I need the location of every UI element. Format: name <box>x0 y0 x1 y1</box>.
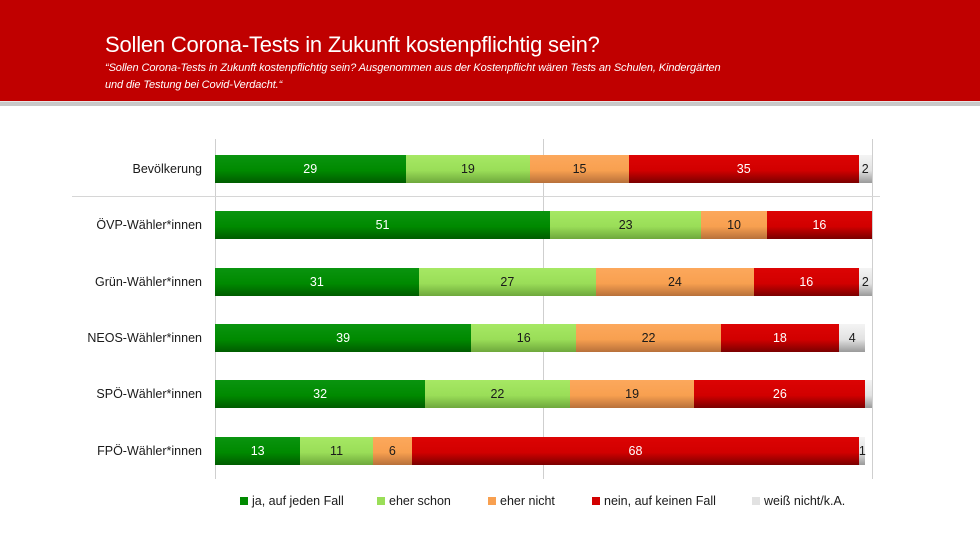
header-banner: Sollen Corona-Tests in Zukunft kostenpfl… <box>0 0 980 101</box>
bar-segment: 27 <box>418 268 597 296</box>
legend-item-weiss-nicht: weiß nicht/k.A. <box>752 492 845 510</box>
segment-value-label: 23 <box>618 218 633 232</box>
segment-value-label: 27 <box>500 275 515 289</box>
segment-value-label: 15 <box>572 162 587 176</box>
bar-segment: 15 <box>530 155 629 183</box>
bar-segment: 39 <box>215 324 472 352</box>
legend-label: nein, auf keinen Fall <box>604 494 716 508</box>
segment-value-label: 39 <box>336 331 351 345</box>
legend-item-eher-schon: eher schon <box>377 492 451 510</box>
bar-segment: 22 <box>425 380 570 408</box>
bar-segment <box>865 380 872 408</box>
segment-value-label: 19 <box>625 387 640 401</box>
legend-swatch-icon <box>592 497 600 505</box>
bar-segment: 23 <box>550 211 702 239</box>
segment-value-label: 1 <box>858 444 866 458</box>
segment-value-label: 31 <box>309 275 324 289</box>
legend-label: eher schon <box>389 494 451 508</box>
segment-value-label: 2 <box>861 162 869 176</box>
stacked-bar: 51 23 10 16 <box>215 211 872 239</box>
segment-value-label: 10 <box>727 218 741 232</box>
stacked-bar: 29 19 15 35 2 <box>215 155 872 183</box>
category-label: NEOS-Wähler*innen <box>87 331 202 345</box>
segment-value-label: 35 <box>736 162 751 176</box>
bar-segment: 18 <box>720 324 840 352</box>
bar-segment: 16 <box>766 211 872 239</box>
segment-value-label: 32 <box>313 387 328 401</box>
bar-segment: 10 <box>701 211 767 239</box>
legend-label: ja, auf jeden Fall <box>252 494 344 508</box>
bar-segment: 26 <box>694 380 866 408</box>
legend-swatch-icon <box>752 497 760 505</box>
bar-segment: 19 <box>405 155 531 183</box>
category-label: Bevölkerung <box>132 162 203 176</box>
category-label: FPÖ-Wähler*innen <box>97 444 202 458</box>
legend-item-eher-nicht: eher nicht <box>488 492 555 510</box>
gridline-100 <box>872 139 873 479</box>
stacked-bar: 31 27 24 16 2 <box>215 268 872 296</box>
segment-value-label: 19 <box>460 162 475 176</box>
bar-segment: 24 <box>596 268 754 296</box>
legend-item-nein: nein, auf keinen Fall <box>592 492 716 510</box>
bar-segment: 13 <box>215 437 301 465</box>
bar-segment: 11 <box>300 437 373 465</box>
bar-segment: 29 <box>215 155 406 183</box>
legend-swatch-icon <box>377 497 385 505</box>
bar-segment: 19 <box>569 380 695 408</box>
legend-label: weiß nicht/k.A. <box>764 494 846 508</box>
segment-value-label: 2 <box>861 275 869 289</box>
segment-value-label: 29 <box>303 162 318 176</box>
legend-swatch-icon <box>240 497 248 505</box>
bar-segment: 2 <box>858 268 872 296</box>
bar-segment: 16 <box>753 268 859 296</box>
segment-value-label: 24 <box>667 275 682 289</box>
stacked-bar: 32 22 19 26 <box>215 380 872 408</box>
bar-segment: 68 <box>412 437 859 465</box>
segment-value-label: 16 <box>799 275 814 289</box>
stacked-bar: 13 11 6 68 1 <box>215 437 866 465</box>
segment-value-label: 16 <box>812 218 827 232</box>
chart-legend: ja, auf jeden Fall eher schon eher nicht… <box>0 492 980 510</box>
segment-value-label: 22 <box>641 331 656 345</box>
category-label: Grün-Wähler*innen <box>95 275 202 289</box>
bar-segment: 16 <box>471 324 577 352</box>
bar-segment: 35 <box>628 155 859 183</box>
bar-segment: 4 <box>839 324 866 352</box>
bar-segment: 51 <box>215 211 551 239</box>
segment-value-label: 51 <box>375 218 390 232</box>
chart-title: Sollen Corona-Tests in Zukunft kostenpfl… <box>105 32 600 57</box>
segment-value-label: 13 <box>250 444 265 458</box>
segment-value-label: 6 <box>388 444 396 458</box>
legend-swatch-icon <box>488 497 496 505</box>
segment-value-label: 18 <box>772 331 787 345</box>
axis-line-0 <box>215 139 216 479</box>
category-label: SPÖ-Wähler*innen <box>96 387 202 401</box>
bar-segment: 6 <box>372 437 413 465</box>
bar-segment: 2 <box>858 155 872 183</box>
segment-value-label: 16 <box>516 331 531 345</box>
segment-value-label: 22 <box>490 387 505 401</box>
legend-item-ja: ja, auf jeden Fall <box>240 492 344 510</box>
bar-segment: 32 <box>215 380 426 408</box>
chart-subtitle: “Sollen Corona-Tests in Zukunft kostenpf… <box>105 60 825 94</box>
category-label: ÖVP-Wähler*innen <box>96 218 202 232</box>
group-separator <box>72 196 880 197</box>
legend-label: eher nicht <box>500 494 555 508</box>
segment-value-label: 4 <box>848 331 856 345</box>
segment-value-label: 26 <box>772 387 787 401</box>
gridline-50 <box>543 139 544 479</box>
header-divider <box>0 101 980 106</box>
subtitle-line-1: “Sollen Corona-Tests in Zukunft kostenpf… <box>105 62 721 74</box>
bar-segment: 22 <box>576 324 721 352</box>
subtitle-line-2: und die Testung bei Covid-Verdacht.“ <box>105 79 283 91</box>
bar-segment: 31 <box>215 268 419 296</box>
segment-value-label: 11 <box>330 444 344 458</box>
segment-value-label: 68 <box>628 444 643 458</box>
bar-segment: 1 <box>858 437 866 465</box>
stacked-bar: 39 16 22 18 4 <box>215 324 866 352</box>
